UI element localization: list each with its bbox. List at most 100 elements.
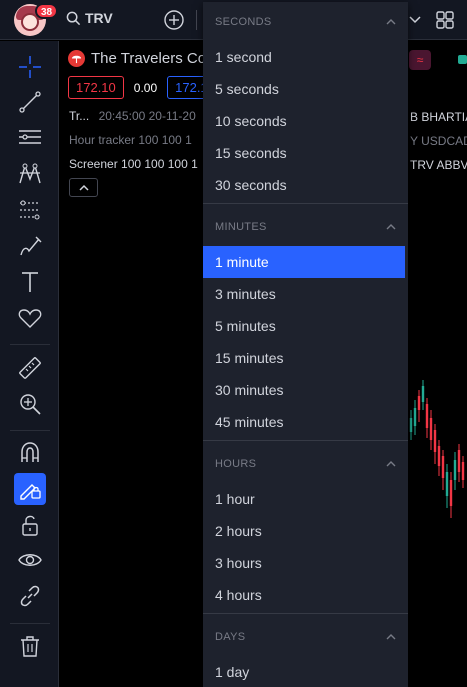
interval-option[interactable]: 30 seconds [203,169,405,201]
interval-option[interactable]: 10 seconds [203,105,405,137]
interval-option[interactable]: 3 minutes [203,278,405,310]
zoom-in-icon [17,391,43,417]
sell-price-button[interactable]: 172.10 [68,76,124,99]
lock-all-tool[interactable] [14,509,46,541]
candle-body [454,460,456,480]
ruler-icon [17,355,43,381]
candle-body [438,446,440,466]
candle-body [414,408,416,426]
favorites-tool[interactable] [14,302,46,334]
right-info-2: Y USDCAD [410,134,467,148]
heart-icon [17,305,43,331]
chevron-up-icon [386,459,396,469]
candle-body [418,396,420,410]
eye-icon [17,547,43,573]
indicator-label: Tr... [69,109,89,123]
indicator-time: 20:45:00 20-11-20 [99,109,196,123]
chevron-up-icon [386,632,396,642]
interval-option[interactable]: 30 minutes [203,374,405,406]
section-header-days[interactable]: DAYS [203,621,408,653]
lock-draw-icon [17,476,43,502]
interval-option[interactable]: 5 seconds [203,73,405,105]
text-icon [17,269,43,295]
candles [410,380,464,518]
notification-badge: 38 [35,3,58,19]
interval-option[interactable]: 45 minutes [203,406,405,438]
projection-icon [17,197,43,223]
interval-option[interactable]: 15 seconds [203,137,405,169]
remove-drawings-tool[interactable] [14,630,46,662]
hour-tracker-line[interactable]: Hour tracker 100 100 1 [69,133,192,147]
toolbar-divider [10,623,50,624]
fib-icon [17,125,43,151]
section-header-hours[interactable]: HOURS [203,448,408,480]
section-title: MINUTES [215,221,267,233]
brush-tool[interactable] [14,230,46,262]
layout-grid-icon[interactable] [434,9,456,31]
section-divider [203,613,408,614]
crosshair-tool[interactable] [14,51,46,83]
trash-icon [17,633,43,659]
section-title: SECONDS [215,16,272,28]
candle-body [426,404,428,428]
interval-option[interactable]: 1 hour [203,483,405,515]
umbrella-logo-icon [68,50,85,67]
projection-tool[interactable] [14,194,46,226]
pattern-tool[interactable] [14,158,46,190]
screener-line[interactable]: Screener 100 100 100 1 [69,157,198,171]
text-tool[interactable] [14,266,46,298]
candle-body [422,386,424,402]
candle-body [434,430,436,452]
indicator-badge[interactable]: ≈ [409,50,431,70]
drawing-toolbar [0,41,59,687]
symbol-search-value: TRV [85,10,113,26]
interval-option[interactable]: 1 minute [203,246,405,278]
collapse-legend-button[interactable] [69,178,98,197]
screener-text: Screener 100 100 100 1 [69,157,198,171]
trend-line-icon [17,89,43,115]
measure-tool[interactable] [14,352,46,384]
price-row: 172.10 0.00 172.10 [68,76,223,99]
interval-option[interactable]: 1 second [203,41,405,73]
toolbar-divider [10,430,50,431]
section-divider [203,440,408,441]
trend-line-tool[interactable] [14,86,46,118]
interval-option[interactable]: 5 minutes [203,310,405,342]
lock-icon [17,512,43,538]
candle-body [430,418,432,440]
sync-drawings-tool[interactable] [14,580,46,612]
symbol-title[interactable]: The Travelers Co [91,50,206,67]
link-icon [17,583,43,609]
interval-option[interactable]: 15 minutes [203,342,405,374]
interval-option[interactable]: 1 day [203,656,405,687]
brush-icon [17,233,43,259]
interval-option[interactable]: 4 hours [203,579,405,611]
candlestick-series [408,380,467,520]
section-title: DAYS [215,631,245,643]
lock-drawing-tool[interactable] [14,473,46,505]
chevron-up-icon [79,183,89,193]
magnet-tool[interactable] [14,437,46,469]
search-icon [66,11,81,26]
chevron-down-icon[interactable] [408,12,422,26]
compare-add-icon[interactable] [163,9,185,31]
fib-tool[interactable] [14,122,46,154]
magnet-icon [17,440,43,466]
indicator-line[interactable]: Tr... 20:45:00 20-11-20 [69,109,196,123]
symbol-search[interactable]: TRV [66,10,113,26]
candle-body [450,480,452,506]
section-header-seconds[interactable]: SECONDS [203,6,408,38]
section-header-minutes[interactable]: MINUTES [203,211,408,243]
crosshair-icon [17,54,43,80]
symbol-header: The Travelers Co [68,50,206,67]
right-info-1: B BHARTIA [410,110,467,124]
chevron-up-icon [386,222,396,232]
hide-drawings-tool[interactable] [14,544,46,576]
zoom-tool[interactable] [14,388,46,420]
interval-option[interactable]: 3 hours [203,547,405,579]
candle-body [442,456,444,478]
candle-body [462,462,464,480]
interval-dropdown: SECONDS 1 second 5 seconds 10 seconds 15 sec… [203,2,408,687]
status-dot [458,55,467,64]
interval-option[interactable]: 2 hours [203,515,405,547]
